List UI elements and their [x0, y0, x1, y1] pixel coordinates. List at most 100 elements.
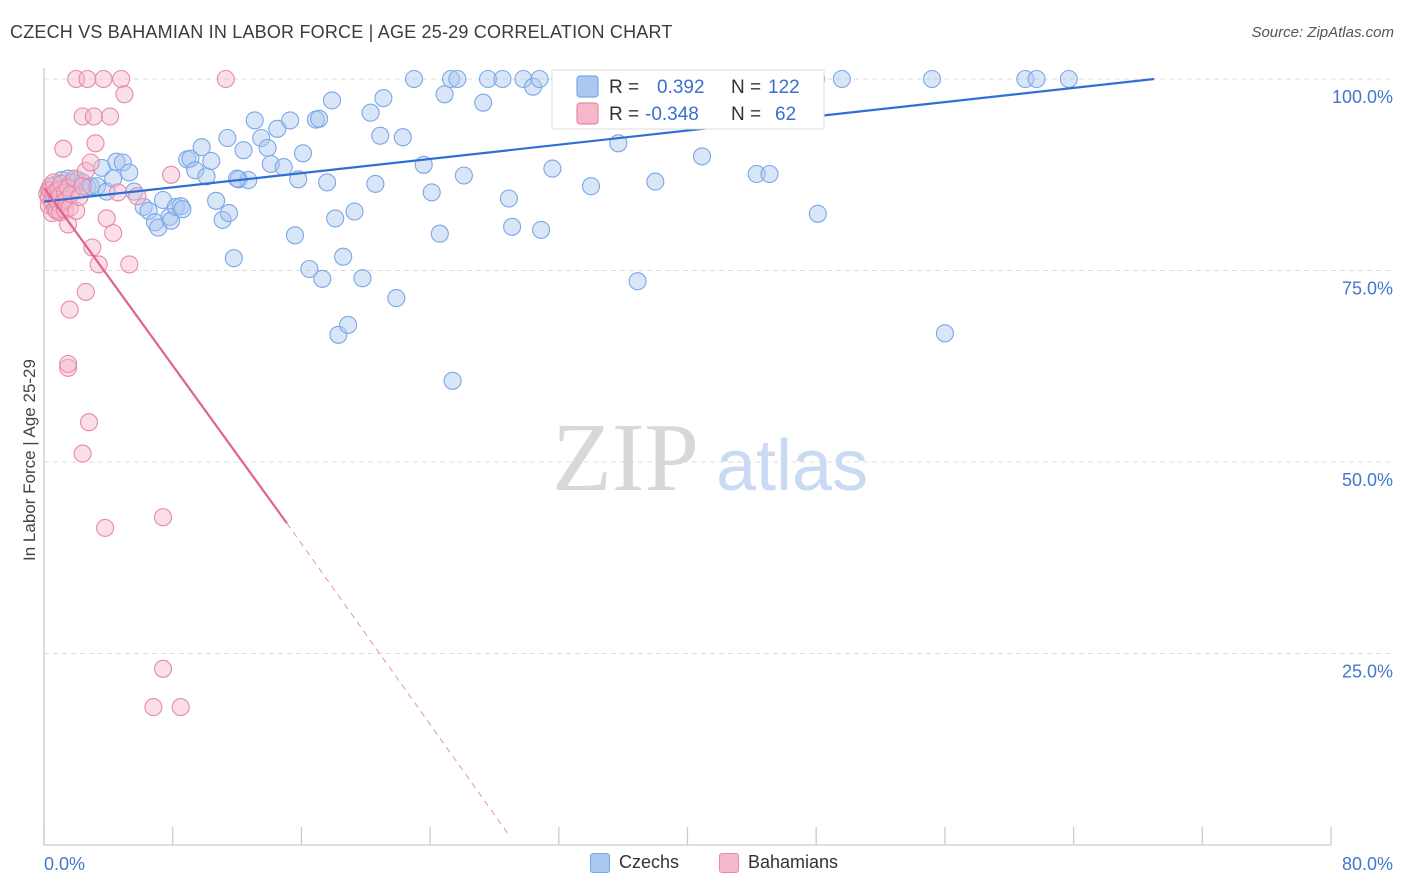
x-tick-label-max: 80.0%: [1342, 854, 1393, 874]
czech-point: [935, 324, 954, 343]
czech-point: [107, 152, 126, 171]
czech-point: [113, 153, 132, 172]
bahamian-point: [81, 153, 100, 172]
czechs-swatch: [590, 852, 610, 873]
czech-point: [120, 163, 139, 182]
czech-point: [353, 269, 372, 288]
czech-point: [224, 249, 243, 268]
trend-lines: [43, 77, 1155, 838]
legend-r-label-bahamians: R =: [609, 104, 639, 125]
y-tick-label: 25.0%: [1342, 662, 1393, 682]
czech-point: [234, 141, 253, 160]
bahamian-trend-extension: [286, 522, 511, 838]
czech-point: [318, 173, 337, 192]
czech-point: [581, 177, 601, 196]
czech-point: [162, 211, 181, 230]
legend-n-value-bahamians: 62: [775, 104, 796, 125]
legend-label-bahamians: Bahamians: [748, 852, 839, 872]
bahamian-point: [59, 358, 78, 377]
czech-point: [258, 138, 277, 157]
czech-point: [692, 147, 712, 166]
bahamian-point: [94, 69, 113, 89]
czech-point: [514, 69, 533, 89]
bahamian-point: [144, 698, 163, 717]
czech-point: [747, 164, 766, 184]
legend-r-value-bahamians: -0.348: [645, 104, 699, 125]
czech-point: [1027, 69, 1046, 89]
watermark-zip: ZIP: [552, 404, 699, 512]
czech-point: [387, 289, 406, 308]
czech-point: [285, 226, 305, 245]
czech-point: [808, 204, 827, 223]
czech-point: [448, 69, 467, 89]
grid-lines: [44, 78, 1391, 654]
bahamian-point: [171, 698, 190, 717]
bahamian-point: [73, 177, 92, 196]
bahamian-point: [153, 508, 173, 527]
y-tick-label: 100.0%: [1332, 87, 1393, 107]
bahamian-point: [84, 107, 103, 126]
czech-point: [760, 164, 779, 184]
czech-point: [219, 204, 239, 223]
czech-point: [443, 371, 462, 390]
bahamian-point: [86, 134, 105, 153]
chart-title: CZECH VS BAHAMIAN IN LABOR FORCE | AGE 2…: [10, 22, 673, 42]
czech-point: [202, 151, 221, 171]
czech-point: [213, 210, 232, 229]
czech-point: [329, 325, 348, 344]
tick-labels: 25.0% 50.0% 75.0% 100.0% 0.0% 80.0%: [44, 87, 1393, 874]
czech-point: [441, 69, 461, 89]
czech-point: [503, 217, 522, 236]
legend-item-bahamians[interactable]: Bahamians: [719, 852, 838, 873]
czech-point: [339, 315, 358, 334]
bahamian-point: [96, 518, 115, 537]
legend-item-czechs[interactable]: Czechs: [590, 852, 679, 873]
watermark-atlas: atlas: [716, 426, 868, 506]
czech-point: [274, 158, 293, 177]
czech-point: [293, 144, 313, 163]
bahamian-point: [54, 139, 73, 158]
bottom-legend: Czechs Bahamians: [0, 852, 1406, 878]
czech-point: [493, 69, 512, 89]
bahamian-point: [100, 107, 120, 126]
source-label: Source: ZipAtlas.com: [1251, 24, 1394, 41]
bahamian-point: [76, 161, 95, 180]
czech-trend-line: [43, 77, 1155, 203]
czech-point: [207, 191, 226, 210]
czech-point: [543, 159, 562, 178]
legend-n-value-czechs: 122: [768, 77, 800, 98]
czech-point: [192, 138, 211, 157]
czech-point: [1059, 69, 1078, 89]
czech-point: [393, 128, 412, 147]
czech-point: [326, 209, 345, 228]
czech-point: [313, 269, 332, 288]
y-tick-label: 75.0%: [1342, 279, 1393, 299]
bahamian-trend-line: [43, 187, 288, 524]
y-tick-label: 50.0%: [1342, 470, 1393, 490]
bahamian-point: [104, 223, 123, 243]
czech-point: [454, 166, 473, 185]
czech-point: [173, 200, 192, 219]
bahamian-point: [162, 165, 181, 184]
czech-point: [171, 197, 190, 216]
czech-point: [499, 189, 518, 208]
czech-point: [300, 259, 319, 279]
legend-swatch-bahamians: [576, 102, 599, 125]
czech-point: [361, 103, 380, 122]
bahamian-point: [76, 282, 95, 301]
czech-point: [366, 174, 385, 193]
czech-point: [218, 128, 237, 148]
legend-label-czechs: Czechs: [619, 852, 680, 872]
bahamians-swatch: [719, 852, 739, 873]
czech-point: [181, 149, 200, 168]
bahamian-point: [60, 300, 79, 319]
data-points: [38, 69, 1078, 717]
czech-point: [345, 202, 364, 221]
legend-n-label-czechs: N =: [731, 77, 761, 98]
czech-point: [628, 272, 647, 291]
legend-box: R = 0.392 N = 122 R = -0.348 N = 62: [551, 69, 825, 130]
czech-point: [371, 126, 390, 145]
bahamian-point: [67, 201, 86, 220]
legend-r-value-czechs: 0.392: [657, 77, 705, 98]
czech-point: [186, 161, 205, 180]
